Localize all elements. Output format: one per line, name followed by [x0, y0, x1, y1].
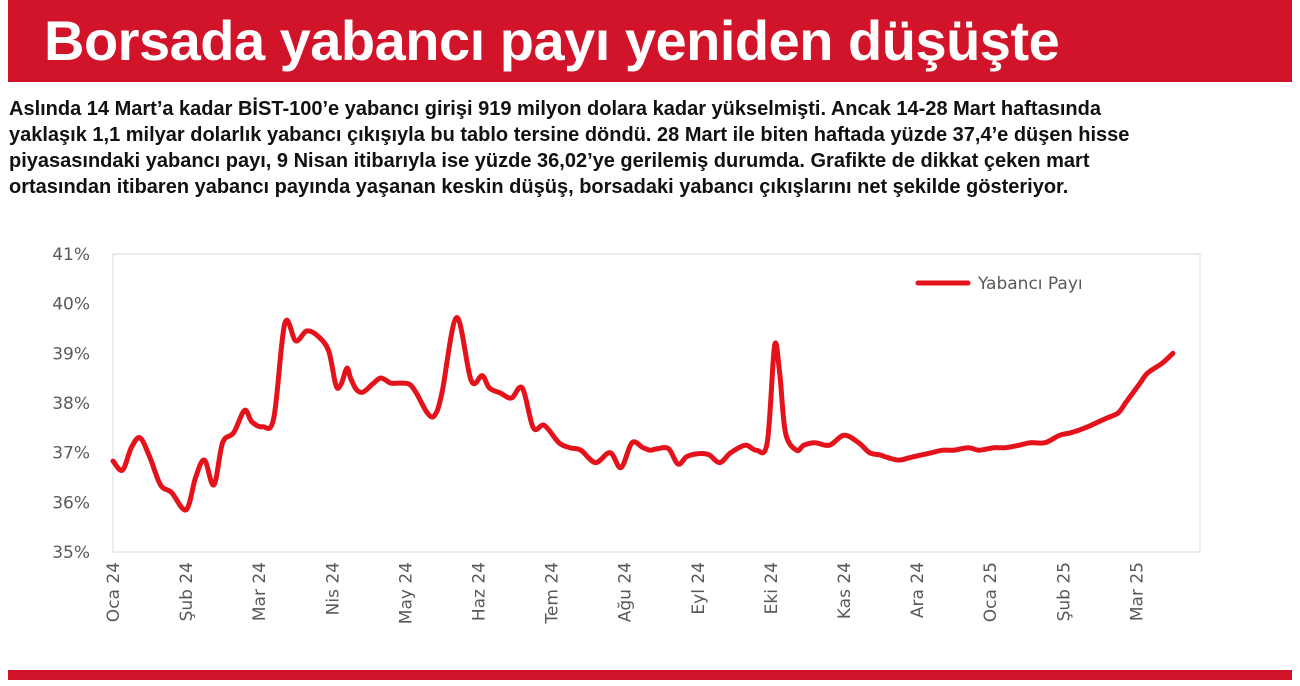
x-tick-label: Tem 24 — [543, 562, 563, 625]
x-tick-label: May 24 — [396, 562, 416, 624]
x-tick-label: Mar 24 — [250, 562, 270, 621]
x-tick-label: Nis 24 — [323, 562, 343, 615]
x-tick-label: Oca 25 — [981, 562, 1001, 622]
y-tick-label: 36% — [52, 493, 90, 513]
plot-frame — [112, 253, 1201, 553]
x-tick-label: Şub 25 — [1054, 562, 1074, 621]
y-tick-label: 35% — [52, 543, 90, 563]
line-chart: 35% 36% 37% 38% 39% 40% 41% Oca 24 Şub 24 Mar 24 N… — [52, 245, 1201, 625]
x-tick-label: Ağu 24 — [616, 562, 636, 622]
bottom-accent-bar — [8, 670, 1292, 680]
y-tick-label: 37% — [52, 444, 90, 464]
legend-label: Yabancı Payı — [977, 274, 1083, 294]
series-line-yabanci-payi — [110, 315, 1176, 513]
x-tick-label: Kas 24 — [835, 562, 855, 619]
chart-area: 35% 36% 37% 38% 39% 40% 41% Oca 24 Şub 24 Mar 24 N… — [0, 236, 1300, 666]
x-tick-label: Ara 24 — [908, 562, 928, 618]
x-tick-label: Şub 24 — [177, 562, 197, 621]
y-tick-label: 41% — [52, 245, 90, 265]
x-tick-label: Eki 24 — [762, 562, 782, 614]
x-tick-label: Mar 25 — [1127, 562, 1147, 621]
y-tick-label: 38% — [52, 394, 90, 414]
y-tick-label: 40% — [52, 295, 90, 315]
article-line: Aslında 14 Mart’a kadar BİST-100’e yaban… — [9, 98, 1101, 120]
article-line: ortasından itibaren yabancı payında yaşa… — [9, 176, 1069, 198]
article-paragraph: Aslında 14 Mart’a kadar BİST-100’e yaban… — [9, 96, 1269, 200]
title-banner: Borsada yabancı payı yeniden düşüşte — [8, 0, 1292, 82]
x-tick-label: Oca 24 — [104, 562, 124, 622]
x-tick-label: Eyl 24 — [689, 562, 709, 615]
article-line: yaklaşık 1,1 milyar dolarlık yabancı çık… — [9, 124, 1130, 146]
y-tick-label: 39% — [52, 344, 90, 364]
x-tick-label: Haz 24 — [470, 562, 490, 621]
article-line: piyasasındaki yabancı payı, 9 Nisan itib… — [9, 150, 1090, 172]
page-title: Borsada yabancı payı yeniden düşüşte — [44, 9, 1060, 72]
